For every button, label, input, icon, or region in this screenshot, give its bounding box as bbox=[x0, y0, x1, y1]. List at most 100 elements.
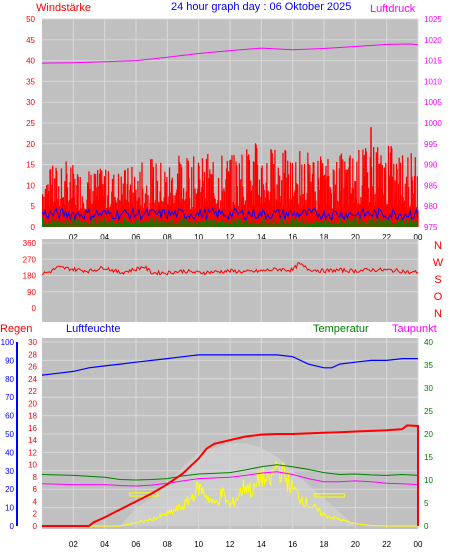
wind-gust-bar bbox=[319, 156, 322, 227]
wind-gust-bar bbox=[321, 168, 323, 227]
wind-gust-bar bbox=[223, 188, 225, 227]
wind-gust-bar bbox=[417, 210, 419, 227]
wind-base-bar bbox=[59, 222, 61, 227]
wind-gust-bar bbox=[64, 204, 67, 227]
wind-gust-bar bbox=[60, 168, 63, 227]
wind-gust-bar bbox=[397, 183, 400, 227]
wind-pressure-series bbox=[41, 43, 419, 227]
pressure-tick-label: 1005 bbox=[424, 98, 442, 107]
wind-base-bar bbox=[268, 220, 271, 227]
wind-base-bar bbox=[271, 224, 273, 227]
wind-gust-bar bbox=[253, 161, 255, 227]
wind-base-bar bbox=[48, 222, 50, 227]
wind-gust-bar bbox=[178, 155, 180, 227]
wind-base-bar bbox=[377, 217, 379, 227]
wind-gust-bar bbox=[94, 199, 96, 227]
solar-marker-box bbox=[314, 493, 345, 498]
graph-title: 24 hour graph day : 06 Oktober 2025 bbox=[171, 1, 351, 13]
wind-tick-label: 15 bbox=[26, 161, 35, 170]
wind-gust-bar bbox=[153, 202, 155, 227]
wind-base-bar bbox=[373, 221, 375, 227]
wind-base-bar bbox=[228, 217, 230, 227]
wind-base-bar bbox=[266, 224, 268, 227]
wind-gust-bar bbox=[139, 171, 141, 227]
wind-base-bar bbox=[220, 221, 222, 227]
wind-base-bar bbox=[258, 222, 260, 227]
wind-gust-bar bbox=[281, 180, 283, 227]
wind-gust-bar bbox=[327, 159, 329, 227]
wind-gust-bar bbox=[106, 207, 108, 227]
wind-gust-bar bbox=[160, 162, 162, 227]
rain-axis-title: Regen bbox=[0, 323, 32, 335]
wind-gust-bar bbox=[334, 184, 337, 227]
wind-gust-bar bbox=[263, 190, 265, 227]
wind-gust-bar bbox=[164, 191, 167, 227]
wind-base-bar bbox=[162, 223, 164, 227]
humidity-tick-label: 100 bbox=[1, 338, 15, 347]
wind-gust-bar bbox=[265, 182, 267, 227]
wind-base-bar bbox=[119, 222, 121, 227]
wind-gust-bar bbox=[348, 157, 351, 227]
wind-gust-bar bbox=[391, 176, 394, 227]
wind-tick-label: 0 bbox=[31, 223, 36, 232]
wind-gust-bar bbox=[336, 161, 338, 227]
time-tick-label: 08 bbox=[163, 233, 172, 242]
wind-base-bar bbox=[303, 224, 305, 227]
wind-base-bar bbox=[324, 219, 326, 227]
humidity-tick-label: 60 bbox=[5, 412, 14, 421]
wind-gust-bar bbox=[228, 173, 230, 227]
wind-gust-bar bbox=[170, 205, 172, 227]
wind-base-bar bbox=[137, 220, 139, 227]
wind-gust-bar bbox=[230, 159, 232, 227]
wind-gust-bar bbox=[349, 155, 351, 227]
wind-gust-bar bbox=[262, 203, 264, 227]
wind-gust-bar bbox=[227, 171, 230, 227]
wind-gust-bar bbox=[148, 209, 151, 227]
wind-gust-bar bbox=[294, 190, 296, 227]
dewpoint-axis-title: Taupunkt bbox=[392, 323, 437, 335]
humidity-tick-label: 70 bbox=[5, 393, 14, 402]
wind-gust-bar bbox=[254, 143, 257, 227]
wind-gust-bar bbox=[339, 155, 341, 227]
wind-gust-bar bbox=[105, 169, 107, 227]
wind-gust-bar bbox=[238, 205, 240, 227]
wind-gust-bar bbox=[203, 171, 206, 227]
wind-gust-bar bbox=[44, 189, 46, 227]
wind-base-bar bbox=[397, 221, 399, 227]
wind-base-bar bbox=[201, 221, 203, 227]
wind-base-bar bbox=[357, 223, 359, 227]
wind-base-bar bbox=[401, 218, 403, 227]
wind-gust-bar bbox=[115, 200, 117, 227]
wind-gust-bar bbox=[195, 208, 197, 227]
wind-gust-bar bbox=[59, 209, 61, 227]
wind-gust-bar bbox=[143, 207, 145, 227]
wind-gust-bar bbox=[133, 176, 136, 227]
wind-gust-bar bbox=[73, 196, 75, 227]
wind-gust-bar bbox=[329, 186, 331, 227]
wind-tick-label: 35 bbox=[26, 77, 35, 86]
wind-base-bar bbox=[392, 224, 394, 227]
wind-gust-bar bbox=[279, 175, 281, 227]
wind-base-bar bbox=[325, 222, 327, 227]
wind-gust-bar bbox=[185, 198, 187, 227]
wind-gust-bar bbox=[249, 191, 251, 227]
wind-base-bar bbox=[364, 221, 366, 227]
wind-base-bar bbox=[248, 220, 250, 227]
rain-tick-label: 16 bbox=[28, 424, 37, 433]
wind-gust-bar bbox=[236, 165, 238, 227]
pressure-tick-label: 1020 bbox=[424, 36, 442, 45]
wind-gust-bar bbox=[252, 185, 254, 227]
wind-gust-bar bbox=[401, 155, 404, 227]
wind-gust-bar bbox=[189, 209, 191, 227]
wind-gust-bar bbox=[126, 183, 128, 227]
wind-base-bar bbox=[293, 220, 295, 227]
wind-gust-bar bbox=[366, 172, 369, 227]
wind-gust-bar bbox=[234, 204, 236, 227]
wind-gust-bar bbox=[222, 207, 224, 227]
wind-base-bar bbox=[42, 217, 44, 227]
wind-gust-bar bbox=[340, 153, 343, 227]
wind-base-bar bbox=[286, 219, 288, 227]
wind-gust-bar bbox=[415, 206, 418, 227]
wind-gust-bar bbox=[373, 147, 375, 227]
wind-gust-bar bbox=[411, 176, 413, 227]
